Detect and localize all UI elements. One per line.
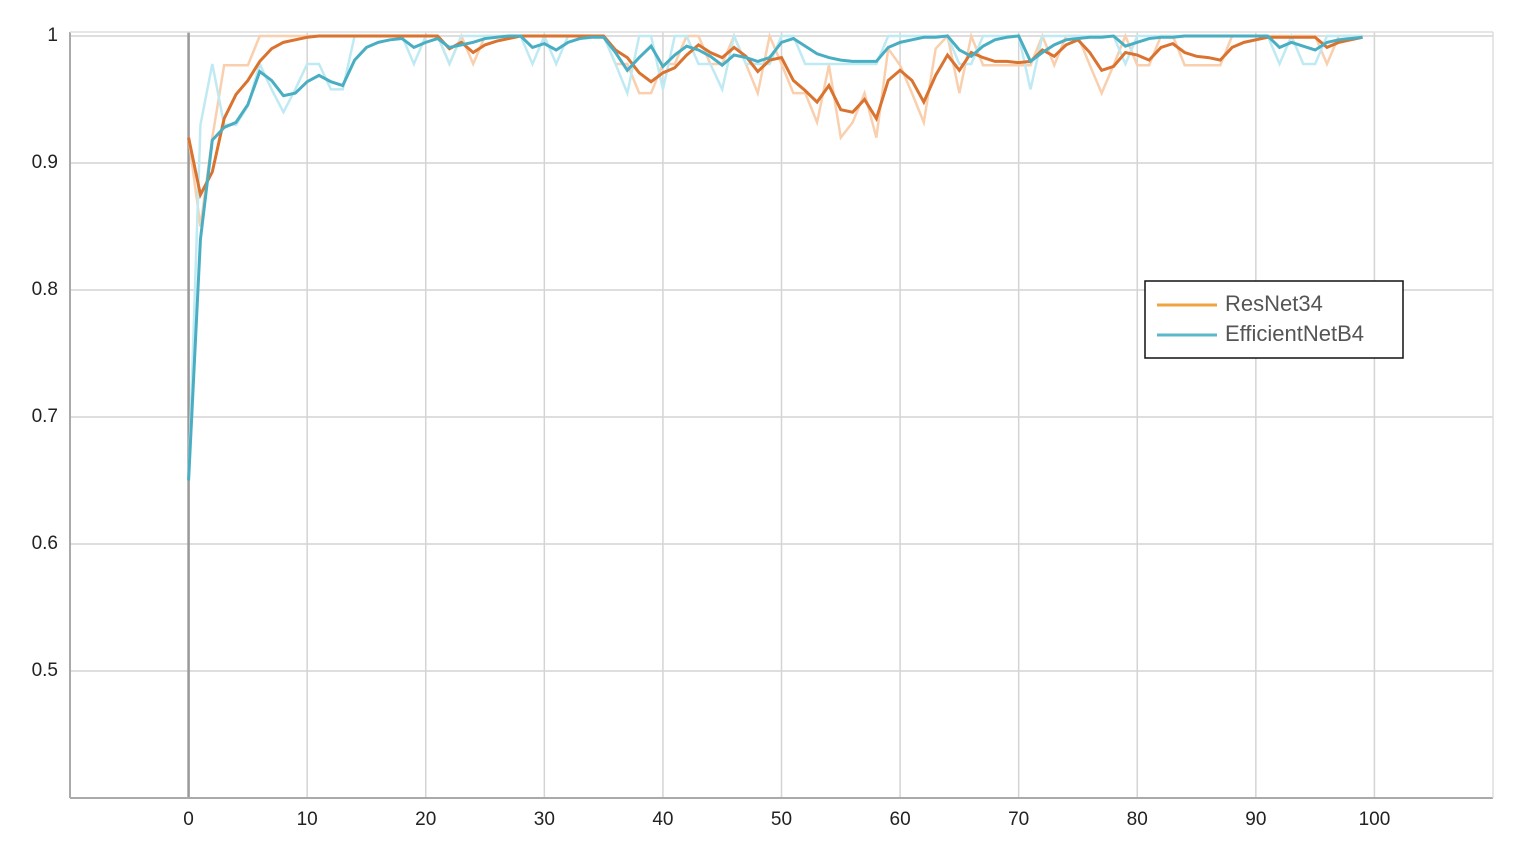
legend: ResNet34 EfficientNetB4	[1144, 280, 1404, 359]
raw-line	[187, 31, 1363, 227]
y-tick-label: 0.8	[32, 279, 58, 300]
legend-label: EfficientNetB4	[1225, 321, 1364, 346]
series-line	[187, 34, 1363, 200]
series-line	[187, 34, 1363, 481]
x-tick-label: 0	[183, 809, 194, 830]
x-tick-label: 40	[652, 809, 673, 830]
y-tick-label: 0.9	[32, 152, 58, 173]
x-tick-label: 70	[1008, 809, 1029, 830]
legend-box	[1144, 280, 1404, 359]
x-tick-label: 60	[890, 809, 911, 830]
x-tick-label: 80	[1127, 809, 1148, 830]
x-tick-label: 30	[534, 809, 555, 830]
lines	[187, 31, 1363, 481]
y-tick-label: 0.6	[32, 533, 58, 554]
x-tick-label: 100	[1359, 809, 1391, 830]
x-tick-label: 10	[297, 809, 318, 830]
raw-line	[187, 31, 1363, 481]
y-tick-label: 0.5	[32, 660, 58, 681]
x-tick-label: 50	[771, 809, 792, 830]
x-tick-label: 20	[415, 809, 436, 830]
x-tick-label: 90	[1245, 809, 1266, 830]
legend-label: ResNet34	[1225, 291, 1323, 316]
grid: 0.50.60.70.80.910 10 20 30 40 50 60 70 80 90 100	[32, 25, 1494, 830]
y-tick-label: 1	[47, 25, 58, 46]
y-tick-label: 0.7	[32, 406, 58, 427]
